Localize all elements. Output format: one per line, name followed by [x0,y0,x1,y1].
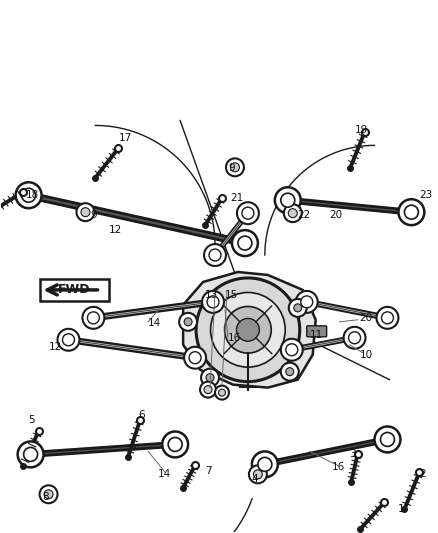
Circle shape [201,369,219,386]
Circle shape [77,203,95,221]
Circle shape [162,432,188,457]
Text: 11: 11 [310,330,323,340]
Text: 19: 19 [355,125,368,135]
Circle shape [242,207,254,219]
Text: 16: 16 [228,333,241,343]
Circle shape [284,204,302,222]
Circle shape [281,339,303,361]
Circle shape [189,352,201,364]
Circle shape [343,327,366,349]
Circle shape [215,385,229,400]
Circle shape [249,465,267,483]
Text: 15: 15 [225,290,238,300]
Circle shape [168,438,182,451]
Circle shape [18,441,43,467]
Circle shape [381,432,395,447]
Circle shape [39,486,57,503]
Circle shape [289,299,307,317]
Text: 21: 21 [230,193,243,203]
Text: 1: 1 [397,504,404,514]
Circle shape [237,202,259,224]
Text: 9: 9 [90,210,97,220]
Circle shape [301,296,313,308]
Circle shape [377,307,399,329]
Circle shape [209,249,221,261]
Text: 14: 14 [158,470,171,479]
Circle shape [258,457,272,471]
Polygon shape [28,193,245,246]
Text: 18: 18 [25,190,39,200]
Circle shape [288,209,297,217]
Text: 13: 13 [205,290,218,300]
Circle shape [204,385,212,393]
Circle shape [225,306,271,353]
Circle shape [254,470,262,479]
Text: 20: 20 [360,313,373,323]
Text: FWD: FWD [58,284,91,296]
Text: 17: 17 [118,133,131,143]
Circle shape [399,199,424,225]
Circle shape [232,230,258,256]
Circle shape [200,382,216,398]
Circle shape [202,291,224,313]
Text: 10: 10 [360,350,373,360]
Circle shape [24,447,38,462]
Circle shape [179,313,197,331]
Circle shape [349,332,360,344]
Circle shape [281,193,295,207]
Text: 12: 12 [108,225,122,235]
Circle shape [57,329,79,351]
Circle shape [204,244,226,266]
Polygon shape [265,438,388,466]
Circle shape [230,163,240,172]
Circle shape [63,334,74,346]
Text: 23: 23 [419,190,433,200]
Circle shape [252,451,278,478]
Text: 9: 9 [228,163,235,173]
Circle shape [404,205,418,219]
Circle shape [211,293,285,367]
Circle shape [206,374,214,382]
Circle shape [82,307,104,329]
Circle shape [81,208,90,216]
Polygon shape [183,272,316,387]
Circle shape [281,362,299,381]
Circle shape [296,291,318,313]
Circle shape [294,304,302,312]
Text: 22: 22 [298,210,311,220]
Polygon shape [31,442,175,456]
Text: 8: 8 [42,492,49,502]
Text: 16: 16 [332,462,345,472]
Polygon shape [288,198,412,214]
Text: 4: 4 [252,474,258,484]
Circle shape [275,187,301,213]
Circle shape [219,389,226,396]
Circle shape [184,347,206,369]
Circle shape [381,312,393,324]
Text: 14: 14 [148,318,162,328]
Circle shape [44,490,53,499]
Circle shape [21,188,35,202]
Circle shape [374,426,400,453]
Circle shape [88,312,99,324]
Text: 5: 5 [28,415,35,424]
Circle shape [184,318,192,326]
Circle shape [196,278,300,382]
Circle shape [16,182,42,208]
Circle shape [286,344,298,356]
Circle shape [226,158,244,176]
Circle shape [207,296,219,308]
Circle shape [237,318,259,341]
Text: 6: 6 [138,409,145,419]
Circle shape [286,368,294,376]
Circle shape [238,236,252,250]
FancyBboxPatch shape [307,326,327,337]
Text: 2: 2 [419,470,426,479]
Text: 3: 3 [350,449,356,459]
Text: 12: 12 [49,342,62,352]
Text: 7: 7 [205,466,212,477]
Text: 20: 20 [330,210,343,220]
FancyBboxPatch shape [39,279,110,301]
